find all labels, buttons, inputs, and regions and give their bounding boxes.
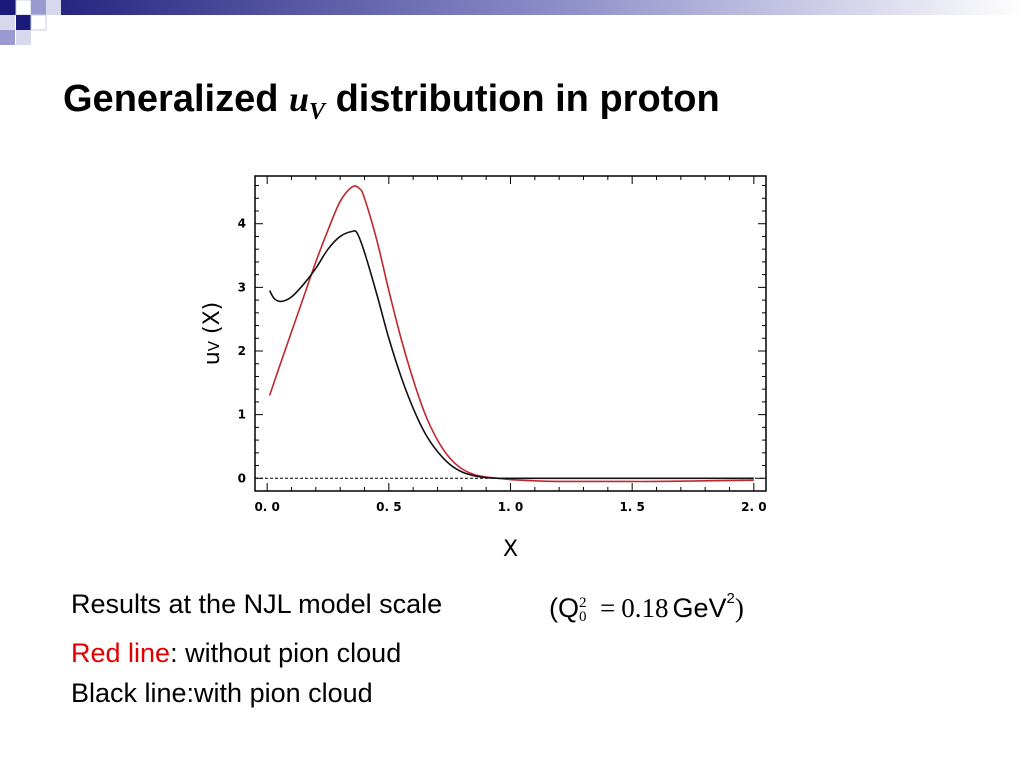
chart-svg: 0. 0 0. 5 1. 0 1. 5 2. 0 0 1 2 3 4 X uV (X) (200, 175, 767, 562)
y-tick-label: 0 (238, 471, 246, 485)
y-tick-label: 4 (238, 217, 246, 231)
black-line-legend: Black line:with pion cloud (71, 678, 373, 708)
red-line-desc: : without pion cloud (170, 638, 402, 668)
title-var-sub: V (309, 99, 326, 125)
formula-equals: = (600, 593, 616, 623)
series-line-black (268, 230, 754, 480)
formula-unit: GeV (672, 593, 727, 623)
square-light (46, 0, 61, 15)
square-dark-2 (16, 15, 31, 30)
x-tick-label: 1. 5 (619, 500, 644, 514)
q-sup: 2 (579, 594, 587, 611)
square-white (15, 0, 32, 16)
scale-formula: (Q 2 0 = 0.18 GeV2) (549, 583, 744, 628)
title-variable: uV (288, 79, 325, 125)
y-tick-label: 1 (238, 408, 246, 422)
q-sub: 0 (579, 608, 587, 625)
axis-ticks: 0. 0 0. 5 1. 0 1. 5 2. 0 0 1 2 3 4 (238, 176, 767, 514)
y-axis-title: uV (X) (200, 302, 225, 365)
square-dark (0, 0, 15, 15)
formula-value: 0.18 (621, 593, 669, 623)
header-decoration (0, 0, 1024, 48)
title-suffix: distribution in proton (335, 78, 720, 120)
title-var: u (288, 79, 310, 119)
square-light-2 (0, 15, 15, 30)
slide-title: Generalized uV distribution in proton (63, 74, 720, 137)
formula-close: ) (734, 593, 744, 623)
y-axis-title-suffix: (X) (200, 302, 225, 341)
square-light-3 (16, 30, 31, 45)
square-mid-2 (0, 30, 15, 45)
x-tick-label: 0. 0 (254, 500, 279, 514)
series-line-red (268, 185, 754, 483)
y-tick-label: 3 (238, 280, 246, 294)
series-layer (268, 185, 754, 483)
gradient-bar (0, 0, 1024, 15)
formula-unit-sup: 2 (726, 590, 735, 607)
uv-distribution-chart: 0. 0 0. 5 1. 0 1. 5 2. 0 0 1 2 3 4 X uV (X) (190, 165, 790, 565)
header-band-graphic (0, 0, 1024, 45)
title-prefix: Generalized (63, 78, 279, 120)
red-line-legend: Red line: without pion cloud (71, 636, 401, 670)
x-tick-label: 2. 0 (741, 500, 766, 514)
formula-open: (Q (549, 593, 579, 623)
y-tick-label: 2 (238, 344, 246, 358)
square-white-2 (30, 14, 47, 31)
scale-note: Results at the NJL model scale (71, 589, 443, 619)
plot-frame (254, 175, 767, 492)
x-tick-label: 1. 0 (498, 500, 523, 514)
y-axis-title-sub: V (205, 340, 223, 351)
square-mid (31, 0, 46, 15)
y-axis-title-main: u (200, 351, 225, 365)
x-tick-label: 0. 5 (376, 500, 401, 514)
red-line-label: Red line (71, 638, 171, 668)
x-axis-title: X (503, 537, 518, 562)
